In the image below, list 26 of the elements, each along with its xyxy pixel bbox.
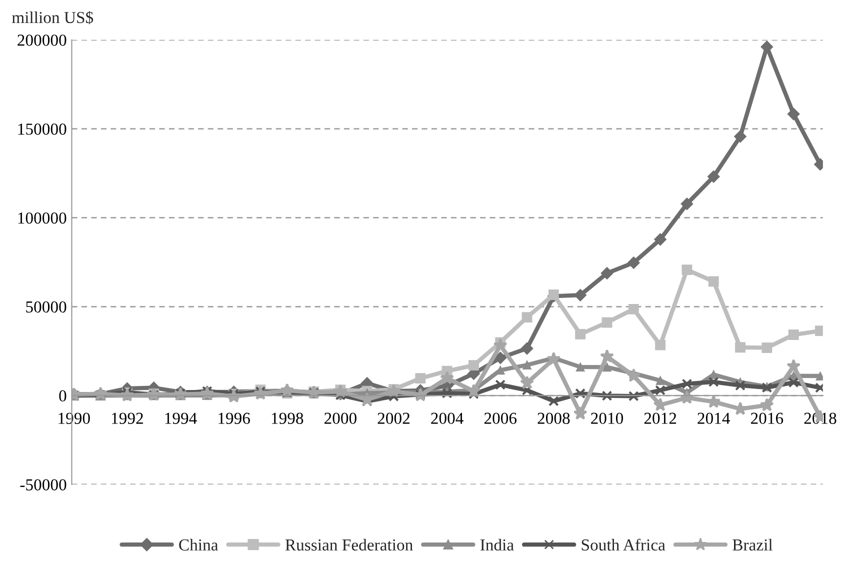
legend-label: India	[480, 538, 514, 551]
x-tick-label: 2008	[538, 412, 570, 424]
legend-label: South Africa	[582, 538, 666, 551]
x-tick-label: 2004	[431, 412, 464, 424]
x-tick-label: 2006	[484, 412, 517, 424]
x-tick-label: 1998	[272, 412, 304, 424]
y-tick-label: 150000	[18, 124, 66, 135]
legend-label: Brazil	[732, 538, 773, 551]
y-axis-title: million US$	[12, 10, 94, 24]
x-tick-label: 1992	[112, 412, 143, 424]
x-tick-label: 2012	[644, 412, 676, 424]
x-tick-label: 1990	[58, 412, 90, 424]
legend-label: Russian Federation	[285, 538, 413, 551]
y-tick-label: 0	[59, 390, 66, 402]
y-tick-label: 100000	[18, 212, 66, 224]
x-tick-label: 2016	[750, 412, 784, 424]
x-tick-label: 2000	[324, 412, 356, 424]
y-tick-label: -50000	[20, 479, 66, 490]
x-tick-label: 2014	[698, 412, 730, 424]
y-tick-label: 200000	[18, 34, 66, 46]
y-tick-label: 50000	[26, 301, 66, 313]
x-tick-label: 1996	[218, 412, 250, 424]
x-tick-label: 1994	[165, 412, 197, 424]
x-tick-label: 2002	[378, 412, 410, 424]
legend-label: China	[179, 538, 218, 551]
x-tick-label: 2010	[591, 412, 624, 424]
